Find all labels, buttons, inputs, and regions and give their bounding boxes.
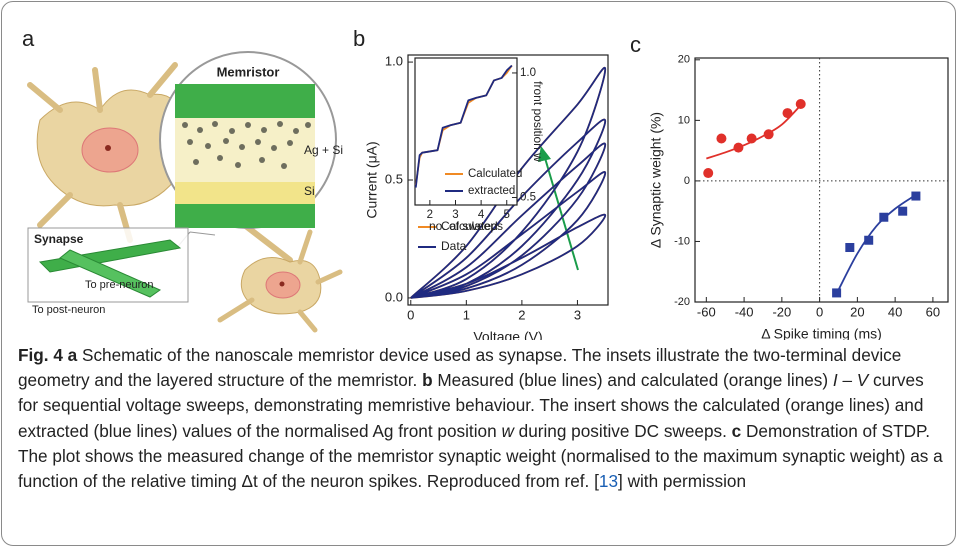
top-electrode — [175, 84, 315, 118]
caption-text: ] with permission — [618, 471, 747, 492]
y2-tick-label: 1.0 — [520, 67, 536, 79]
y-tick-label: 1.0 — [385, 54, 403, 69]
x-tick-label: 5 — [504, 209, 510, 221]
data-point — [898, 206, 908, 216]
trend-arrow-head — [538, 146, 551, 162]
chart: 2 3 4 5 0.5 1.0 no. of sweeps front position w C… — [414, 57, 545, 233]
plot-frame — [694, 57, 949, 303]
x-tick-label: 20 — [850, 304, 864, 319]
caption-bold: b — [422, 370, 433, 391]
pre-label: To pre-neuron — [85, 279, 154, 291]
data-line — [414, 64, 513, 188]
y-axis-label: Δ Synaptic weight (%) — [648, 112, 664, 248]
panel-label: a — [22, 26, 35, 51]
caption-text: Measured (blue lines) and calculated (or… — [432, 370, 833, 391]
bottom-electrode — [175, 204, 315, 228]
legend-label: extracted — [468, 185, 515, 197]
chart: -60 -40 -20 0 20 40 60 -20 -10 0 10 20 Δ Spike timin… — [648, 54, 949, 340]
post-label: To post-neuron — [32, 304, 105, 316]
nucleolus — [105, 145, 111, 151]
y-tick-label: 0.5 — [385, 171, 403, 186]
panel-label: c — [630, 32, 641, 57]
caption-bold: Fig. 4 a — [18, 345, 78, 365]
x-tick-label: 3 — [574, 307, 581, 322]
data-point — [746, 133, 757, 144]
caption-text: curves for sequential voltage sweeps, de… — [18, 370, 924, 441]
post-electrode — [59, 249, 162, 298]
memristor-title: Memristor — [217, 64, 280, 79]
x-tick-label: 0 — [816, 304, 823, 319]
x-tick-label: 40 — [888, 304, 902, 319]
data-point — [782, 108, 793, 119]
y-tick-label: 20 — [678, 54, 690, 66]
y-tick-label: 0 — [684, 175, 690, 187]
si-layer — [175, 182, 315, 204]
legend-label: Calculated — [468, 168, 522, 180]
ag-si-layer — [175, 118, 315, 182]
figure: a b c Memristor Ag + Si Si Synapse To pr… — [22, 26, 949, 340]
ag-particles — [182, 121, 311, 169]
x-tick-label: -60 — [697, 304, 716, 319]
caption-text: Schematic of the nanoscale memristor dev… — [18, 345, 902, 391]
x-axis-label: Voltage (V) — [473, 329, 542, 340]
data-point — [911, 191, 921, 201]
y-tick-label: -10 — [674, 235, 690, 247]
y2-axis-label: front position w — [531, 81, 545, 162]
caption-text: Demonstration of STDP. The plot shows th… — [18, 420, 943, 492]
x-tick-label: -40 — [735, 304, 754, 319]
nucleolus — [279, 281, 285, 287]
caption-italic: I – V — [832, 370, 869, 391]
panel-label: b — [353, 26, 365, 51]
x-tick-label: 1 — [463, 307, 470, 322]
data-point — [716, 133, 727, 144]
data-point — [795, 99, 806, 110]
layer-label: Ag + Si — [304, 143, 343, 157]
x-axis-label: Δ Spike timing (ms) — [761, 326, 882, 340]
schematic: Memristor Ag + Si Si Synapse To pre-neur… — [27, 51, 343, 333]
data-line — [410, 66, 607, 299]
caption-text: during positive DC sweeps. — [513, 420, 732, 441]
data-point — [864, 235, 874, 245]
trend-arrow — [544, 157, 579, 271]
x-tick-label: 0 — [407, 307, 414, 322]
x-tick-label: 2 — [427, 209, 433, 221]
data-point — [832, 288, 842, 298]
reference-link[interactable]: 13 — [598, 471, 619, 492]
x-tick-label: -20 — [772, 304, 791, 319]
x-tick-label: 4 — [478, 209, 485, 221]
data-point — [703, 168, 714, 179]
plot-frame — [414, 57, 518, 206]
caption-italic: w — [501, 420, 514, 441]
data-point — [845, 243, 855, 253]
layer-label: Si — [304, 184, 315, 198]
caption-bold: c — [731, 420, 742, 441]
data-point — [733, 142, 744, 153]
y2-tick-label: 0.5 — [520, 192, 536, 204]
fit-line — [837, 195, 915, 291]
data-point — [763, 129, 774, 140]
x-axis-label: no. of sweeps — [429, 219, 503, 233]
chart: 0 1 2 3 0.0 0.5 1.0 Voltage (V) Current (μA) Calc… — [364, 54, 609, 340]
y-tick-label: 10 — [678, 114, 690, 126]
x-tick-label: 3 — [452, 209, 458, 221]
y-axis-label: Current (μA) — [364, 141, 380, 218]
legend-label: Calculated — [441, 219, 498, 233]
caption: Fig. 4 a Schematic of the nanoscale memr… — [18, 343, 944, 494]
x-tick-label: 2 — [518, 307, 525, 322]
x-tick-label: 60 — [926, 304, 940, 319]
y-tick-label: 0.0 — [385, 289, 403, 304]
synapse-label: Synapse — [34, 232, 84, 246]
data-point — [879, 212, 889, 222]
legend-label: Data — [441, 239, 467, 253]
y-tick-label: -20 — [674, 296, 690, 308]
dendrite — [217, 229, 343, 333]
